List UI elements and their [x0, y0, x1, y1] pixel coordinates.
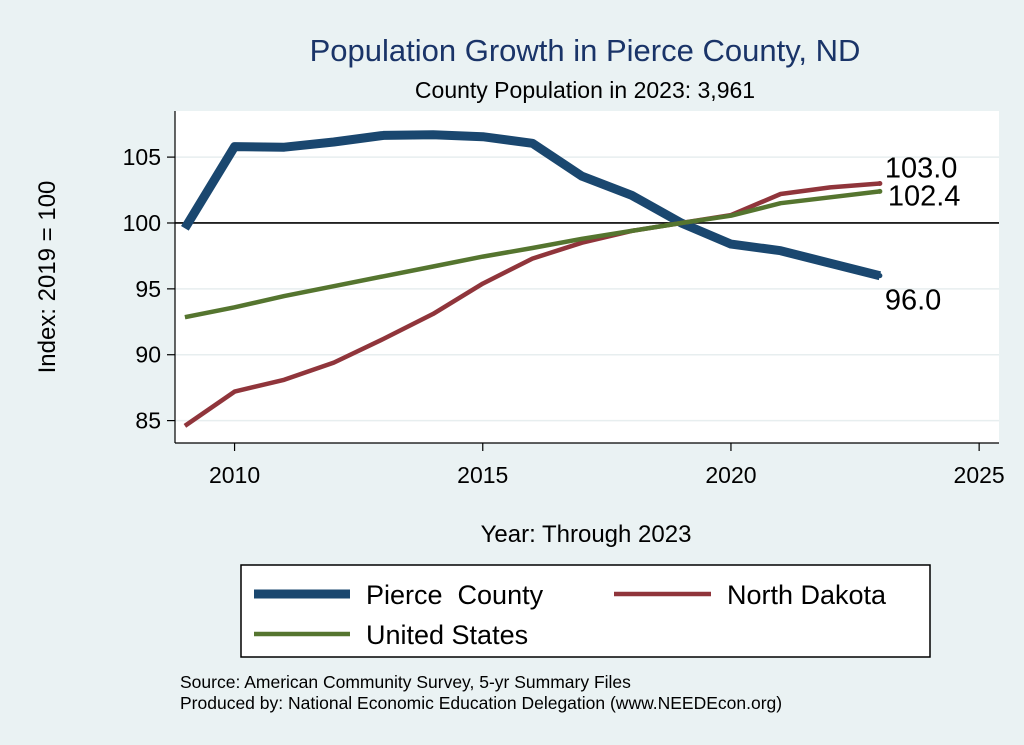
y-tick-label-105: 105 [123, 144, 161, 170]
series-line-united-states [184, 189, 881, 320]
series-end-marker-north-dakota [877, 180, 883, 186]
legend-label-pierce-county: Pierce County [366, 580, 544, 610]
legend: Pierce County North Dakota United States [240, 564, 931, 658]
legend-box [240, 564, 931, 658]
y-tick-label-85: 85 [135, 408, 161, 434]
series-line-north-dakota [183, 181, 881, 428]
x-tick-label-2010: 2010 [209, 462, 260, 488]
plot-area [175, 111, 999, 443]
y-tick-label-90: 90 [135, 342, 161, 368]
legend-label-north-dakota: North Dakota [727, 580, 887, 610]
y-axis-title: Index: 2019 = 100 [34, 181, 61, 374]
x-tick-label-2015: 2015 [457, 462, 508, 488]
chart-title: Population Growth in Pierce County, ND [310, 33, 861, 68]
end-label-north-dakota: 103.0 [885, 152, 958, 184]
series-line-pierce-county [181, 130, 881, 281]
chart-subtitle: County Population in 2023: 3,961 [415, 77, 755, 103]
series-lines [181, 130, 883, 428]
y-tick-label-95: 95 [135, 276, 161, 302]
series-end-marker-pierce-county [877, 273, 883, 279]
legend-label-united-states: United States [366, 620, 528, 650]
source-line-2: Produced by: National Economic Education… [180, 693, 782, 713]
x-axis-ticks: 2010 2015 2020 2025 [209, 443, 1005, 488]
end-label-pierce-county: 96.0 [885, 285, 941, 317]
end-label-united-states: 102.4 [888, 180, 961, 212]
x-tick-label-2025: 2025 [954, 462, 1005, 488]
x-axis-title: Year: Through 2023 [481, 521, 692, 548]
source-line-1: Source: American Community Survey, 5-yr … [180, 672, 631, 692]
y-tick-label-100: 100 [123, 210, 161, 236]
x-tick-label-2020: 2020 [705, 462, 756, 488]
y-axis-ticks: 85 90 95 100 105 [123, 144, 175, 434]
series-end-marker-united-states [877, 188, 883, 194]
